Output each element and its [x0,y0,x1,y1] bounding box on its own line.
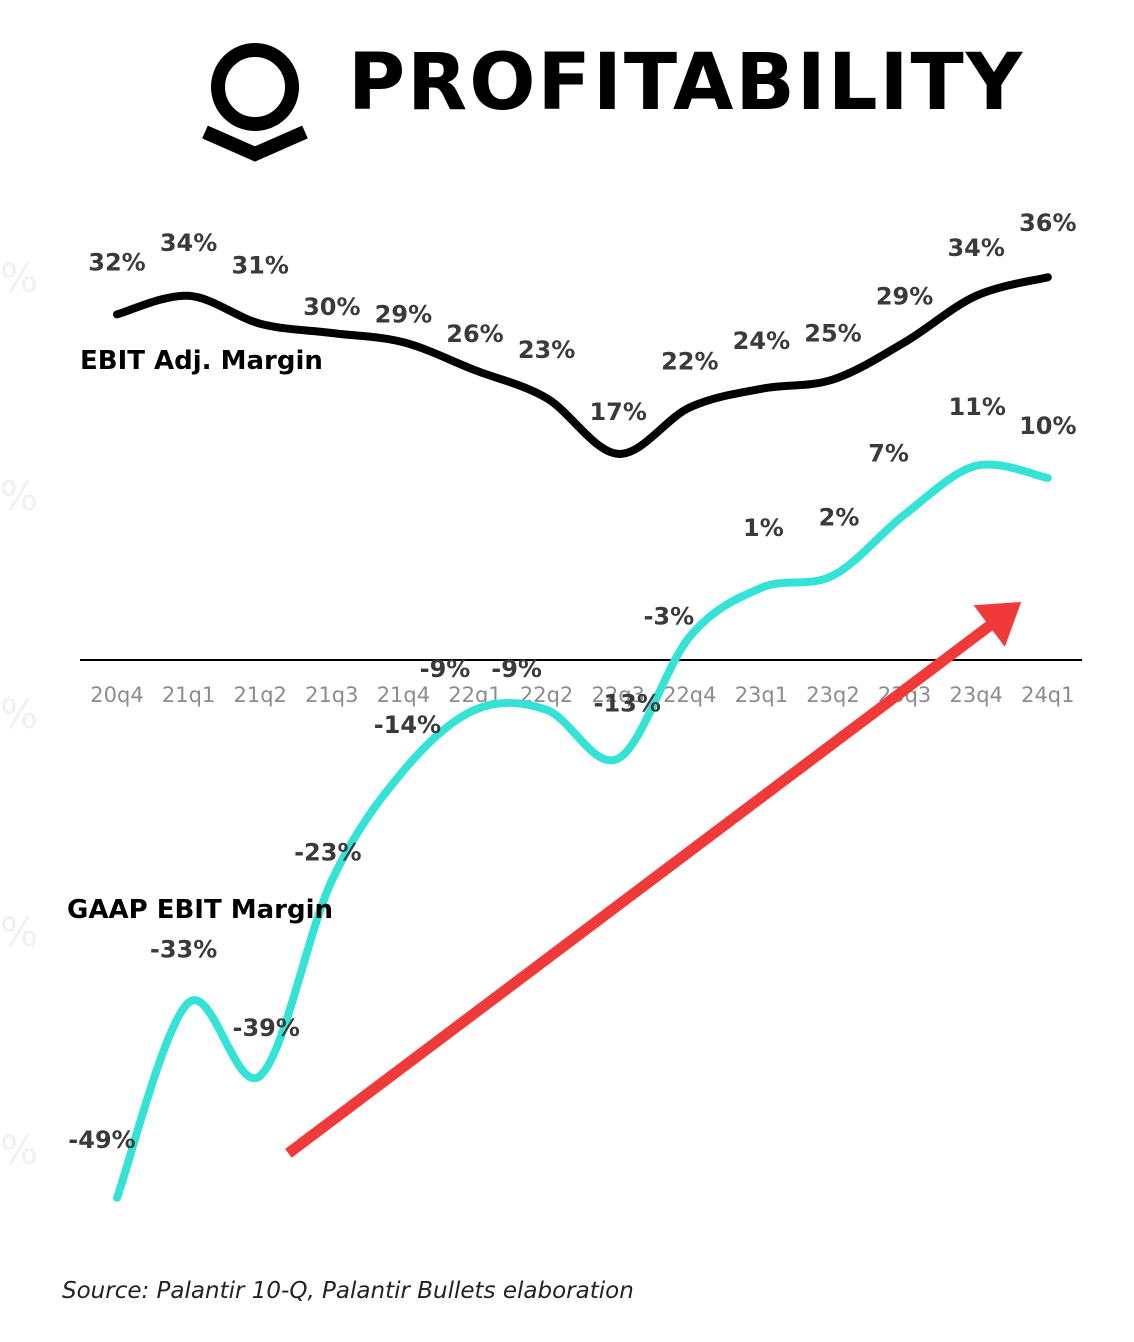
gaap-value-label: 10% [1019,412,1076,440]
x-axis-ticks: 20q4 21q1 21q2 21q3 21q4 22q1 22q2 22q3 22q4 23q1… [90,683,1074,707]
gaap-value-label: 1% [743,514,784,542]
x-tick-label: 24q1 [1021,683,1074,707]
svg-text:%: % [0,1128,38,1174]
ebit-adj-value-label: 23% [518,336,575,364]
ebit-adj-value-label: 17% [589,398,646,426]
gaap-value-label: -9% [420,655,471,683]
x-tick-label: 22q4 [663,683,716,707]
gaap-value-label: -23% [294,839,361,867]
gaap-value-label: -14% [374,711,441,739]
gaap-value-label: -39% [232,1014,299,1042]
svg-text:%: % [0,474,38,520]
gaap-ebit-margin-line [113,460,1052,1202]
header: PROFITABILITY [0,0,1134,170]
ebit-adj-value-label: 29% [876,282,933,310]
ebit-adj-margin-labels: 32% 34% 31% 30% 29% 26% 23% 17% 22% 24% 25% 29% 34% 3… [88,209,1076,426]
x-tick-label: 23q1 [735,683,788,707]
svg-text:%: % [0,910,38,956]
gaap-value-label: 11% [948,393,1005,421]
chart: % % % % % 20q4 21q1 21q2 21q3 21q4 22q1 22q2 22… [0,209,1082,1202]
gaap-ebit-margin-labels: -49% -33% -39% -23% -14% -9% -9% -13% -3% 1% 2% 7% 1… [68,393,1076,1154]
x-tick-label: 21q4 [377,683,430,707]
ebit-adj-value-label: 29% [375,300,432,328]
ebit-adj-value-label: 32% [88,248,145,276]
trend-arrow-shaft [285,618,997,1158]
ebit-adj-value-label: 24% [733,327,790,355]
x-tick-label: 21q1 [162,683,215,707]
gaap-value-label: -13% [593,690,660,718]
page-title: PROFITABILITY [348,38,1025,128]
palantir-logo-icon [202,43,308,162]
x-tick-label: 22q3 [591,683,644,707]
ebit-adj-value-label: 36% [1019,209,1076,237]
gaap-value-label: -9% [491,655,542,683]
x-tick-label: 23q4 [949,683,1002,707]
ebit-adj-value-label: 22% [661,347,718,375]
ebit-adj-value-label: 25% [804,320,861,348]
x-tick-label: 21q2 [233,683,286,707]
x-tick-label: 21q3 [305,683,358,707]
ebit-adj-value-label: 30% [303,293,360,321]
ebit-adj-margin-line [113,273,1052,458]
gaap-value-label: -33% [150,936,217,964]
series-label-gaap-ebit: GAAP EBIT Margin [67,895,333,925]
ebit-adj-value-label: 34% [947,234,1004,262]
gaap-value-label: -49% [68,1126,135,1154]
gaap-value-label: 2% [819,504,860,532]
ebit-adj-value-label: 26% [446,320,503,348]
gaap-value-label: 7% [868,440,909,468]
ghost-axis-labels: % % % % % [0,256,38,1174]
svg-text:%: % [0,692,38,738]
trend-arrow-head [973,602,1022,647]
x-tick-label: 23q2 [806,683,859,707]
ebit-adj-value-label: 34% [160,229,217,257]
ebit-adj-value-label: 31% [231,252,288,280]
series-label-ebit-adj: EBIT Adj. Margin [80,346,323,376]
gaap-value-label: -3% [643,603,694,631]
svg-text:%: % [0,256,38,302]
source-note: Source: Palantir 10-Q, Palantir Bullets … [62,1278,634,1304]
x-tick-label: 20q4 [90,683,143,707]
